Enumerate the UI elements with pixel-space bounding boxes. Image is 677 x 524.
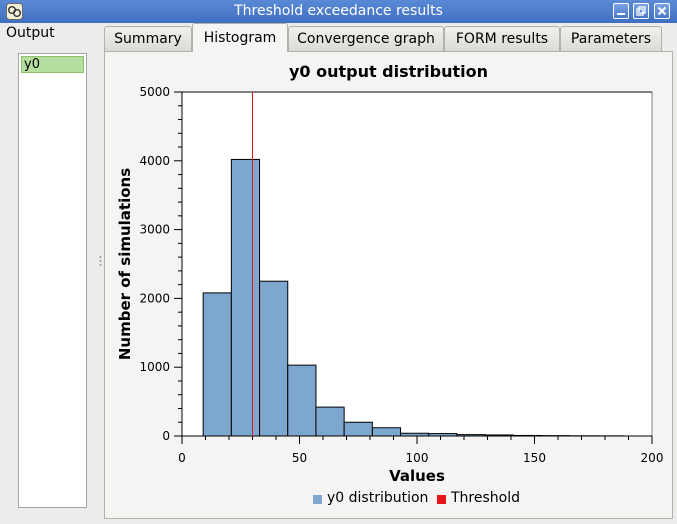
maximize-button[interactable]: [633, 3, 649, 19]
y-tick-label: 2000: [139, 291, 170, 305]
maximize-icon: [636, 6, 646, 16]
close-icon: [657, 6, 667, 16]
y-tick-label: 1000: [139, 360, 170, 374]
tab-summary[interactable]: Summary: [104, 26, 192, 51]
legend-label-distribution: y0 distribution: [327, 490, 429, 506]
histogram-bar: [230, 158, 261, 437]
minimize-button[interactable]: [613, 3, 629, 19]
output-list[interactable]: y0: [18, 53, 87, 508]
x-tick-label: 150: [523, 451, 546, 465]
x-tick-label: 50: [292, 451, 307, 465]
tab-histogram[interactable]: Histogram: [192, 23, 288, 52]
minimize-icon: [617, 13, 625, 15]
legend-swatch-distribution: [313, 495, 322, 504]
legend-swatch-threshold: [437, 495, 446, 504]
histogram-bar: [371, 427, 402, 437]
tab-form-results[interactable]: FORM results: [444, 26, 560, 51]
tab-parameters[interactable]: Parameters: [560, 26, 662, 51]
x-tick-label: 200: [641, 451, 664, 465]
histogram-chart: 0 1000 2000 3000 4000 5000 0 50 100 150 200 Values N…: [116, 85, 664, 485]
histogram-bar: [400, 432, 430, 437]
app-icon: [6, 3, 23, 20]
histogram-bar: [456, 434, 486, 437]
histogram-bar: [202, 292, 232, 437]
histogram-bar: [484, 434, 514, 437]
title-bar: Threshold exceedance results: [0, 0, 677, 23]
histogram-bar: [287, 364, 317, 437]
x-axis-label: Values: [389, 467, 445, 485]
histogram-bar: [428, 433, 458, 437]
window-title: Threshold exceedance results: [234, 3, 443, 19]
splitter-handle[interactable]: [99, 255, 102, 269]
y-tick-label: 3000: [139, 223, 170, 237]
histogram-bar: [259, 280, 289, 437]
output-item-y0[interactable]: y0: [21, 56, 84, 73]
chart-title: y0 output distribution: [288, 62, 489, 81]
histogram-bar: [315, 406, 345, 437]
tab-convergence-graph[interactable]: Convergence graph: [288, 26, 444, 51]
close-button[interactable]: [654, 3, 670, 19]
y-tick-label: 5000: [139, 85, 170, 99]
x-tick-label: 100: [406, 451, 429, 465]
histogram-bar: [512, 434, 543, 437]
y-tick-label: 4000: [139, 154, 170, 168]
y-tick-label: 0: [162, 429, 170, 443]
output-label: Output: [6, 25, 55, 41]
x-tick-label: 0: [178, 451, 186, 465]
legend-label-threshold: Threshold: [451, 490, 520, 506]
y-axis-label: Number of simulations: [116, 168, 134, 360]
histogram-bar: [343, 421, 373, 437]
